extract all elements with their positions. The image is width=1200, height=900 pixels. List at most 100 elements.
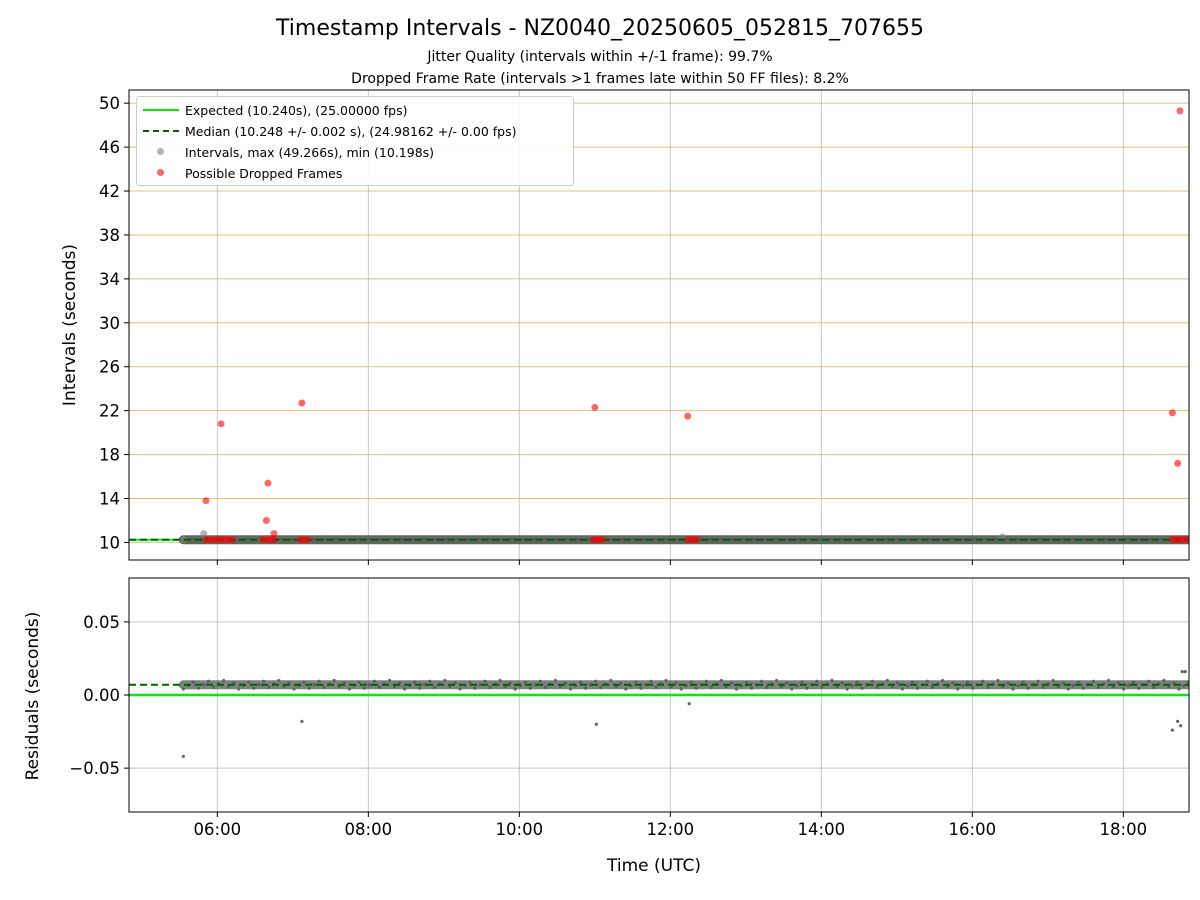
residual-point [900, 687, 904, 691]
residual-point [413, 680, 417, 684]
legend-label-intervals: Intervals, max (49.266s), min (10.198s) [185, 144, 435, 160]
dropped-frame-point [693, 536, 701, 544]
residual-point [729, 681, 734, 685]
residual-point [433, 685, 437, 689]
y-tick-label: −0.05 [69, 759, 120, 778]
dropped-frame-point [270, 536, 278, 544]
residual-point [292, 687, 296, 691]
y-tick-label: 18 [99, 446, 120, 465]
residual-point [800, 680, 804, 684]
residual-point [191, 680, 196, 684]
residual-point [719, 678, 723, 682]
residual-point [689, 680, 693, 684]
y-tick-label: 30 [99, 314, 120, 333]
dropped-frame-point [598, 536, 606, 544]
residual-point [1183, 670, 1187, 674]
residual-point [805, 686, 809, 690]
residual-point [1076, 680, 1080, 684]
residual-point [694, 686, 698, 690]
residual-point [201, 683, 206, 687]
residual-point [910, 680, 915, 684]
legend-item-dropped: Possible Dropped Frames [137, 163, 573, 183]
residual-point [1152, 685, 1156, 689]
y-tick-label: 38 [99, 226, 120, 245]
residual-point [1026, 686, 1030, 690]
residual-point [1122, 687, 1126, 691]
residual-point [568, 687, 573, 691]
residual-point [513, 687, 517, 691]
residual-point [196, 686, 201, 690]
dropped-frame-point [1176, 107, 1184, 115]
dropped-frame-point [1183, 536, 1189, 544]
residual-point [252, 686, 256, 690]
intervals-marker-swatch [143, 145, 179, 159]
residual-point [820, 685, 824, 689]
legend-label-expected: Expected (10.240s), (25.00000 fps) [185, 102, 408, 118]
interval-point [999, 533, 1007, 541]
residual-point [1180, 670, 1184, 674]
residual-point [307, 686, 311, 690]
intervals-plot: 10 14 18 22 26 30 34 38 42 46 50 [99, 89, 1190, 565]
dropped-marker-swatch [143, 166, 179, 180]
residual-point [619, 681, 623, 685]
residual-point [553, 678, 558, 682]
median-line-swatch [143, 124, 179, 138]
residual-point [634, 680, 638, 684]
residual-point [1096, 685, 1101, 689]
residual-point [483, 679, 487, 683]
residuals-y-axis-label: Residuals (seconds) [23, 612, 43, 781]
residual-point [594, 679, 598, 683]
x-tick-label: 18:00 [1100, 820, 1148, 839]
residual-point [377, 685, 382, 689]
residual-point [262, 679, 266, 683]
residual-point [855, 680, 859, 684]
residual-point [357, 680, 361, 684]
residual-point [300, 719, 304, 723]
interval-point [179, 535, 188, 544]
dropped-frame-point [264, 479, 272, 487]
y-tick-label: 42 [99, 182, 120, 201]
x-tick-label: 16:00 [949, 820, 997, 839]
residual-point [674, 681, 678, 685]
residual-point [528, 686, 532, 690]
residual-point [458, 687, 462, 691]
residual-point [840, 681, 844, 685]
dropped-frame-point [1168, 409, 1176, 417]
residual-point [915, 686, 920, 690]
residual-point [1071, 684, 1075, 688]
dropped-frame-point [217, 420, 225, 428]
residual-point [367, 683, 372, 687]
residual-point [362, 686, 366, 690]
residual-point [1176, 719, 1180, 723]
legend: Expected (10.240s), (25.00000 fps) Media… [136, 96, 574, 186]
residual-point [785, 681, 789, 685]
y-tick-label: 0.05 [83, 613, 120, 632]
residual-point [1162, 678, 1166, 682]
residual-point [312, 683, 316, 687]
dropped-frame-point [270, 530, 278, 538]
residual-point [845, 687, 849, 691]
residual-point [704, 679, 708, 683]
residual-point [1021, 680, 1025, 684]
residual-point [347, 687, 351, 691]
residual-point [1011, 687, 1015, 691]
dropped-frame-point [591, 403, 599, 411]
plot-area [129, 670, 1189, 759]
residual-point [1051, 678, 1055, 682]
residual-point [966, 680, 970, 684]
x-tick-label: 10:00 [496, 820, 544, 839]
residual-point [538, 679, 542, 683]
residual-point [687, 702, 691, 706]
residual-point [1147, 679, 1151, 683]
residual-point [679, 687, 683, 691]
residual-point [749, 686, 754, 690]
residuals-plot: −0.05 0.00 0.05 06:00 08:00 10:00 12:00 14:00 16… [69, 577, 1190, 839]
residual-point [654, 685, 658, 689]
residual-point [443, 678, 447, 682]
residual-point [317, 679, 321, 683]
residual-point [523, 680, 527, 684]
residual-point [850, 684, 854, 688]
residual-point [624, 687, 628, 691]
residual-point [247, 680, 251, 684]
residual-point [578, 680, 583, 684]
